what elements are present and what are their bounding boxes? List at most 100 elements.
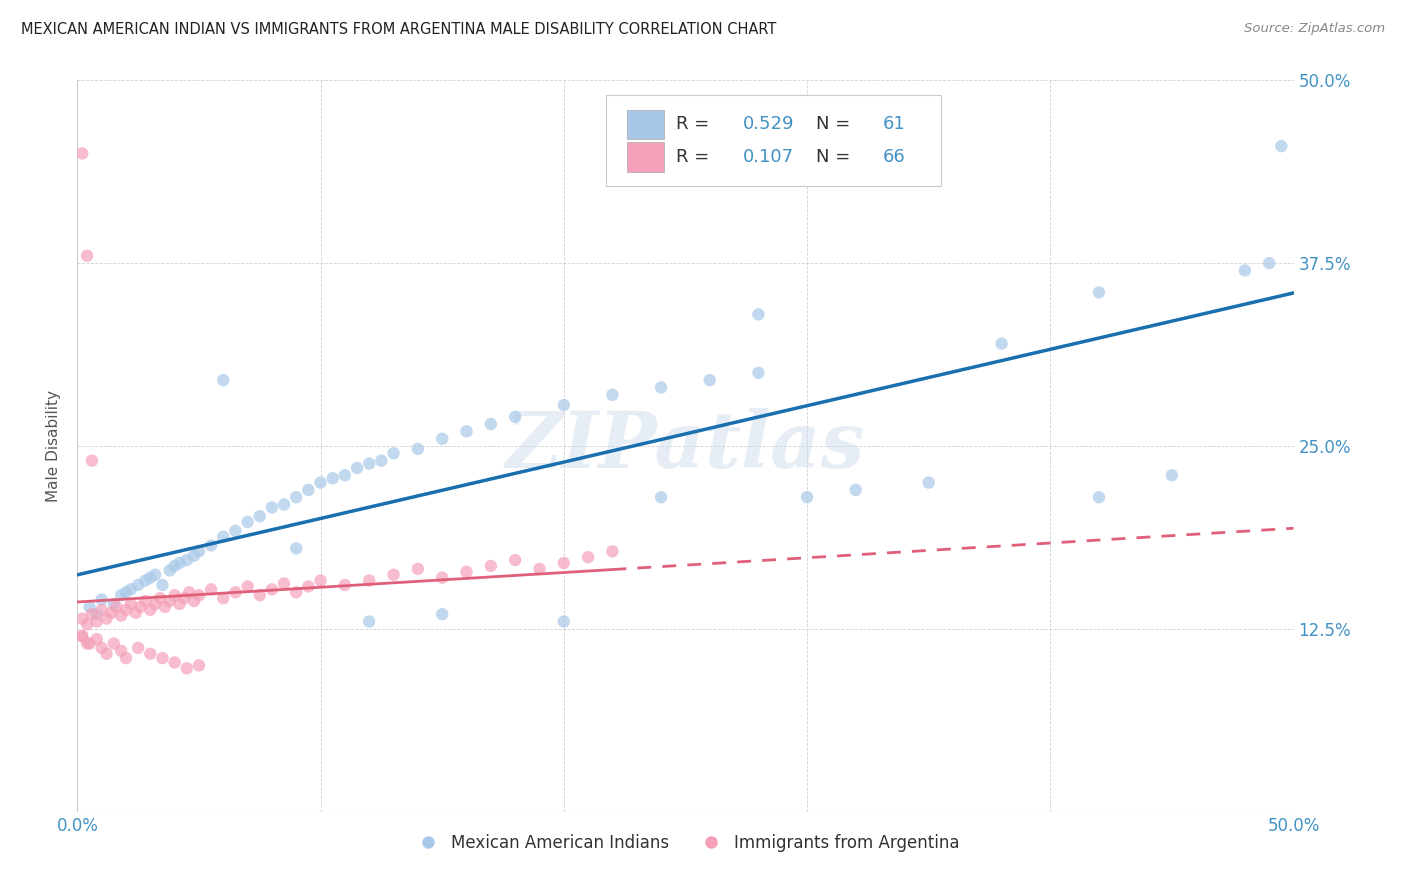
Point [309, 574, 332, 588]
Point [747, 307, 769, 321]
Point [200, 539, 222, 553]
Text: ZIPatlas: ZIPatlas [506, 408, 865, 484]
Point [553, 398, 575, 412]
Point [322, 471, 344, 485]
Text: Source: ZipAtlas.com: Source: ZipAtlas.com [1244, 22, 1385, 36]
Text: 66: 66 [883, 148, 905, 166]
Text: N =: N = [815, 148, 856, 166]
Point [110, 644, 132, 658]
Point [110, 608, 132, 623]
Point [236, 579, 259, 593]
Point [103, 597, 125, 611]
Point [200, 582, 222, 597]
Point [76, 249, 98, 263]
Point [918, 475, 941, 490]
Point [346, 461, 368, 475]
Point [359, 457, 381, 471]
Text: 0.107: 0.107 [742, 148, 794, 166]
Point [1161, 468, 1184, 483]
Point [382, 446, 405, 460]
Point [169, 556, 191, 570]
Point [96, 647, 118, 661]
Text: R =: R = [676, 148, 714, 166]
Point [115, 603, 138, 617]
Point [456, 565, 478, 579]
Point [249, 588, 271, 602]
Point [224, 524, 246, 538]
Point [359, 574, 381, 588]
Point [76, 617, 98, 632]
Point [430, 607, 453, 622]
Point [129, 599, 152, 614]
Point [273, 498, 295, 512]
Point [110, 588, 132, 602]
Point [163, 588, 186, 602]
Point [143, 567, 166, 582]
Point [173, 591, 195, 606]
Point [553, 556, 575, 570]
Point [179, 585, 201, 599]
Point [285, 541, 308, 556]
Point [134, 574, 156, 588]
Point [80, 453, 103, 467]
Point [236, 515, 259, 529]
Point [153, 599, 176, 614]
Point [333, 468, 356, 483]
Point [406, 562, 429, 576]
Point [183, 549, 205, 563]
Point [479, 558, 502, 573]
Point [249, 509, 271, 524]
Point [699, 373, 721, 387]
Point [86, 632, 108, 646]
Point [602, 544, 624, 558]
Point [188, 658, 211, 673]
Point [503, 553, 526, 567]
Point [796, 490, 818, 504]
Point [80, 607, 103, 622]
Point [76, 636, 98, 650]
Point [602, 388, 624, 402]
Point [333, 578, 356, 592]
Point [103, 636, 125, 650]
Point [188, 544, 211, 558]
Point [115, 651, 138, 665]
Point [382, 567, 405, 582]
Point [115, 585, 138, 599]
Point [1258, 256, 1281, 270]
Point [70, 612, 93, 626]
Point [127, 578, 149, 592]
Point [120, 597, 142, 611]
Text: R =: R = [676, 115, 714, 133]
Point [503, 409, 526, 424]
Point [212, 591, 235, 606]
Point [96, 612, 118, 626]
Point [1233, 263, 1256, 277]
Point [273, 576, 295, 591]
Point [70, 629, 93, 643]
Point [285, 585, 308, 599]
Point [152, 578, 174, 592]
Point [169, 597, 191, 611]
Point [285, 490, 308, 504]
Point [163, 656, 186, 670]
Point [120, 582, 142, 597]
Point [456, 425, 478, 439]
Point [747, 366, 769, 380]
Point [139, 647, 162, 661]
Point [79, 636, 101, 650]
Point [143, 597, 166, 611]
Point [90, 592, 112, 607]
Text: 61: 61 [883, 115, 905, 133]
Point [650, 380, 672, 394]
Point [212, 373, 235, 387]
Point [105, 599, 128, 614]
Point [90, 640, 112, 655]
Point [297, 483, 319, 497]
Point [139, 571, 162, 585]
Point [260, 582, 283, 597]
Y-axis label: Male Disability: Male Disability [46, 390, 62, 502]
Point [183, 594, 205, 608]
Point [576, 550, 599, 565]
Point [529, 562, 551, 576]
Text: MEXICAN AMERICAN INDIAN VS IMMIGRANTS FROM ARGENTINA MALE DISABILITY CORRELATION: MEXICAN AMERICAN INDIAN VS IMMIGRANTS FR… [21, 22, 776, 37]
